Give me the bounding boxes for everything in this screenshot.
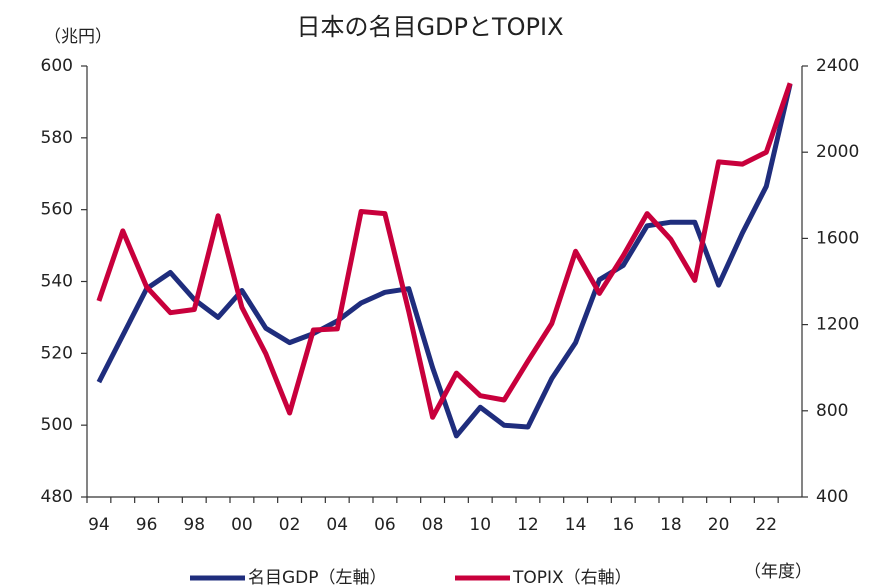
y-axis-label: （兆円） xyxy=(44,27,112,47)
y-tick-label: 480 xyxy=(41,487,73,507)
y-tick-label: 500 xyxy=(41,415,73,435)
x-tick-label: 98 xyxy=(183,515,205,535)
legend-label: 名目GDP（左軸） xyxy=(248,568,387,585)
x-tick-label: 08 xyxy=(422,515,444,535)
x-tick-label: 04 xyxy=(326,515,348,535)
x-tick-label: 18 xyxy=(660,515,682,535)
x-tick-label: 16 xyxy=(612,515,634,535)
x-tick-label: 94 xyxy=(88,515,110,535)
x-tick-label: 22 xyxy=(755,515,777,535)
y2-tick-label: 400 xyxy=(816,487,848,507)
y2-tick-label: 2400 xyxy=(816,56,859,76)
y2-tick-label: 2000 xyxy=(816,142,859,162)
x-tick-label: 12 xyxy=(517,515,539,535)
x-tick-label: 02 xyxy=(279,515,301,535)
y2-tick-label: 800 xyxy=(816,401,848,421)
y-tick-label: 540 xyxy=(41,272,73,292)
chart-title: 日本の名目GDPとTOPIX xyxy=(296,13,563,41)
y-tick-label: 520 xyxy=(41,343,73,363)
x-axis-label: （年度） xyxy=(744,562,812,582)
x-tick-label: 96 xyxy=(136,515,158,535)
x-tick-label: 00 xyxy=(231,515,253,535)
x-tick-label: 06 xyxy=(374,515,396,535)
x-tick-label: 20 xyxy=(708,515,730,535)
y-tick-label: 560 xyxy=(41,200,73,220)
legend-label: TOPIX（右軸） xyxy=(512,568,632,585)
y-tick-label: 600 xyxy=(41,56,73,76)
y2-tick-label: 1200 xyxy=(816,315,859,335)
y-tick-label: 580 xyxy=(41,128,73,148)
x-tick-label: 14 xyxy=(565,515,587,535)
line-series xyxy=(96,82,793,420)
y2-tick-label: 1600 xyxy=(816,228,859,248)
x-tick-label: 10 xyxy=(469,515,491,535)
line-series xyxy=(96,83,793,439)
